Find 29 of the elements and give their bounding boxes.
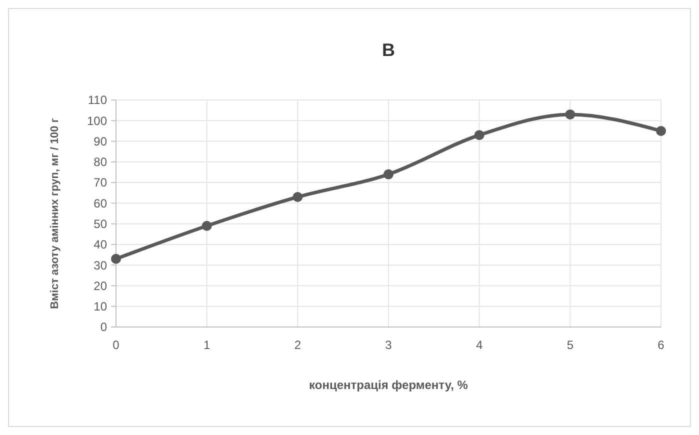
y-tick-label: 70 [94, 176, 108, 190]
y-axis-title: Вміст азоту амінних груп, мг / 100 г [49, 118, 61, 309]
y-tick-label: 10 [94, 300, 108, 314]
chart-title: B [382, 40, 395, 60]
y-tick-label: 110 [88, 93, 108, 108]
x-tick-label: 6 [658, 338, 665, 352]
point [292, 192, 303, 202]
y-tick-label: 100 [86, 114, 108, 128]
y-tick-label: 50 [94, 217, 108, 232]
x-tick-label: 3 [385, 338, 392, 352]
point [656, 126, 666, 136]
point [384, 169, 394, 180]
y-tick-label: 60 [94, 196, 108, 210]
y-tick-label: 0 [100, 320, 108, 334]
point [565, 109, 576, 120]
x-axis-title: концентрація ферменту, % [309, 378, 468, 392]
x-tick-label: 1 [203, 338, 210, 352]
y-tick-label: 20 [94, 278, 108, 293]
y-tick-label: 40 [94, 238, 108, 252]
x-tick-label: 2 [294, 338, 302, 352]
point [474, 130, 484, 140]
x-tick-label: 5 [566, 338, 574, 352]
point [202, 220, 212, 231]
y-tick-label: 30 [94, 258, 108, 272]
y-tick-label: 90 [94, 134, 108, 148]
x-tick-label: 4 [476, 338, 483, 352]
x-tick-label: 0 [112, 338, 120, 352]
point [111, 254, 121, 264]
y-tick-label: 80 [94, 155, 108, 170]
